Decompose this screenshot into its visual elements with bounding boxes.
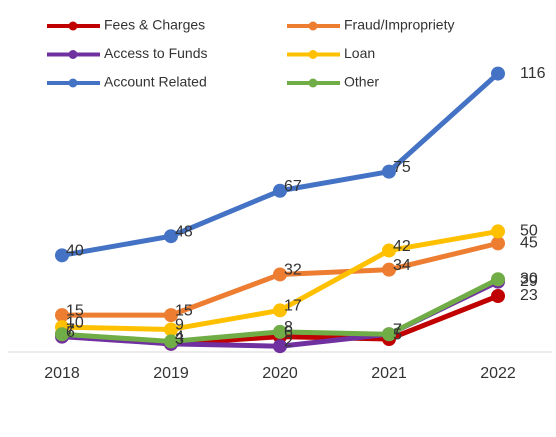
- point: [382, 164, 396, 179]
- point: [273, 303, 287, 318]
- data-label: 6: [284, 324, 293, 341]
- legend-label: Fees & Charges: [104, 17, 205, 33]
- legend-marker: [68, 21, 78, 31]
- data-label: 7: [66, 321, 75, 338]
- legend-label: Access to Funds: [104, 45, 208, 61]
- point: [491, 236, 505, 251]
- data-label: 15: [66, 302, 84, 319]
- legend-marker: [68, 78, 78, 88]
- data-label: 4: [175, 329, 184, 346]
- point: [164, 334, 178, 349]
- data-label: 75: [393, 159, 411, 176]
- point: [273, 183, 287, 198]
- legend-label: Loan: [344, 45, 375, 61]
- data-label: 17: [284, 298, 302, 315]
- data-label: 7: [66, 321, 75, 338]
- data-label: 48: [175, 223, 193, 240]
- data-label: 40: [66, 243, 84, 260]
- legend-label: Other: [344, 74, 379, 90]
- point: [491, 272, 505, 287]
- data-label: 8: [284, 319, 293, 336]
- point: [55, 308, 69, 323]
- point: [55, 248, 69, 263]
- x-tick-label: 2018: [44, 365, 80, 382]
- data-label: 2: [284, 333, 293, 350]
- legend-label: Account Related: [104, 74, 207, 90]
- point: [491, 288, 505, 303]
- x-tick-label: 2020: [262, 365, 298, 382]
- data-label: 7: [393, 321, 402, 338]
- data-label: 30: [520, 270, 538, 287]
- point: [55, 327, 69, 342]
- legend-marker: [308, 21, 318, 31]
- x-tick-label: 2021: [371, 365, 407, 382]
- legend-marker: [68, 50, 78, 59]
- point: [382, 243, 396, 258]
- x-tick-label: 2022: [480, 365, 516, 382]
- point: [273, 339, 287, 354]
- series-line: [61, 71, 500, 258]
- point: [273, 324, 287, 339]
- data-label: 45: [520, 235, 538, 252]
- data-label: 34: [393, 257, 411, 274]
- data-label: 7: [393, 321, 402, 338]
- data-label: 23: [520, 287, 538, 304]
- data-label: 32: [284, 262, 302, 279]
- data-label: 116: [520, 65, 546, 82]
- point: [382, 327, 396, 342]
- point: [273, 267, 287, 282]
- point: [164, 308, 178, 323]
- point: [164, 322, 178, 337]
- data-label: 3: [175, 331, 184, 348]
- data-label: 9: [175, 317, 184, 334]
- legend-marker: [308, 78, 318, 88]
- legend-label: Fraud/Impropriety: [344, 17, 454, 33]
- data-label: 5: [393, 326, 402, 343]
- data-label: 42: [393, 238, 411, 255]
- data-label: 6: [66, 324, 75, 341]
- data-label: 15: [175, 302, 193, 319]
- data-label: 50: [520, 223, 538, 240]
- x-tick-label: 2019: [153, 365, 189, 382]
- data-label: 10: [66, 314, 84, 331]
- data-label: 3: [175, 331, 184, 348]
- point: [382, 262, 396, 277]
- point: [164, 229, 178, 244]
- point: [491, 224, 505, 239]
- point: [491, 66, 505, 81]
- data-label: 67: [284, 178, 302, 195]
- legend-marker: [308, 50, 318, 59]
- data-label: 29: [520, 273, 538, 290]
